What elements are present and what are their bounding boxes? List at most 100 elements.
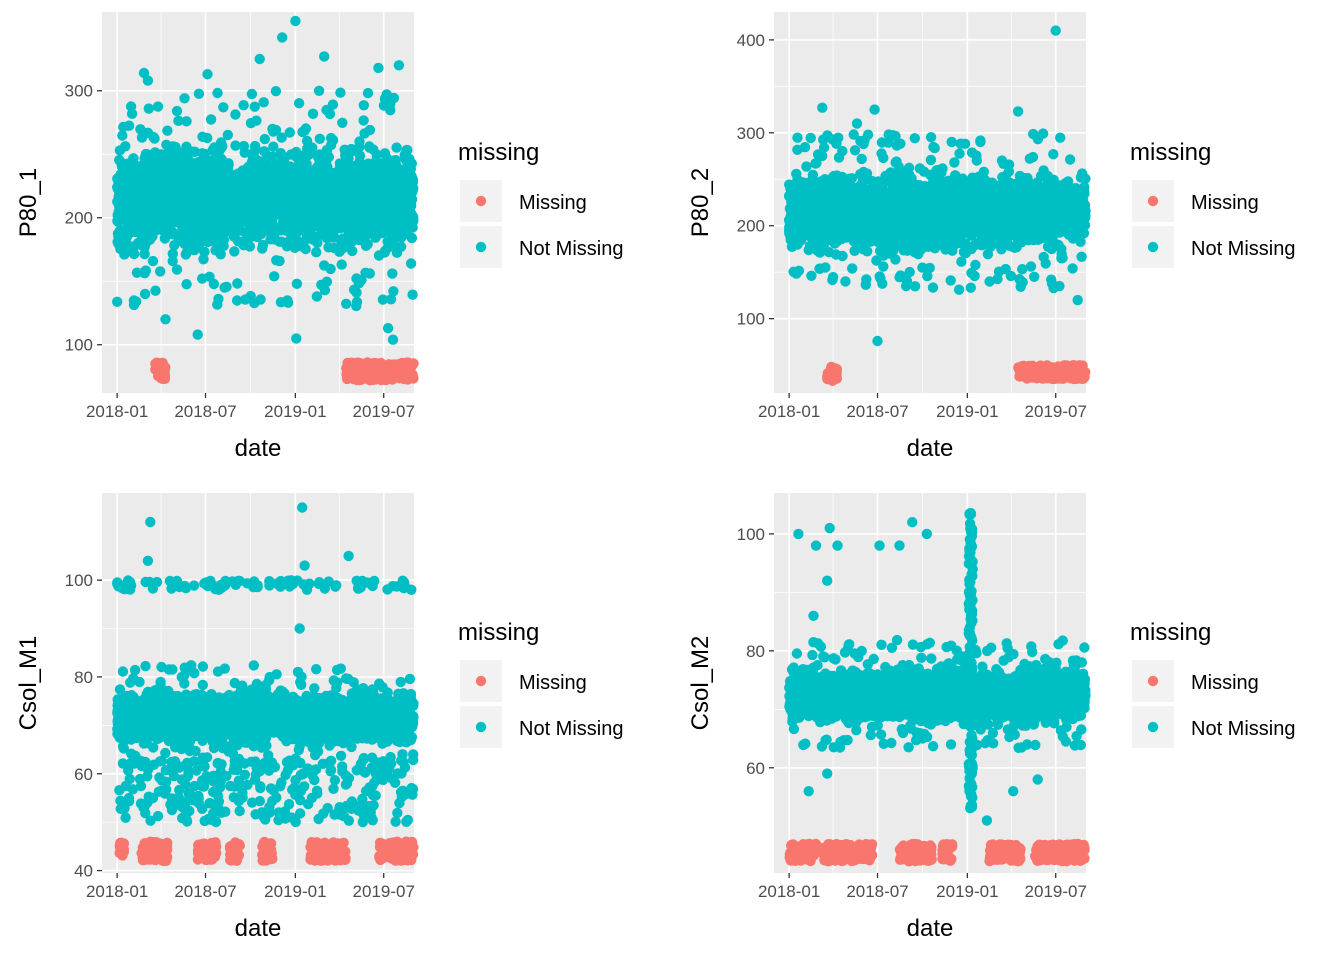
point-not-missing xyxy=(292,218,302,228)
point-not-missing xyxy=(321,105,331,115)
point-not-missing xyxy=(396,242,406,252)
point-not-missing xyxy=(343,153,353,163)
point-missing xyxy=(152,359,162,369)
point-not-missing xyxy=(115,145,125,155)
point-not-missing xyxy=(125,211,135,221)
point-not-missing xyxy=(323,242,333,252)
point-missing xyxy=(360,368,370,378)
point-not-missing xyxy=(315,230,325,240)
point-not-missing xyxy=(172,106,182,116)
point-not-missing xyxy=(315,134,325,144)
point-not-missing xyxy=(117,199,127,209)
y-axis-title: P80_1 xyxy=(15,168,42,237)
point-not-missing xyxy=(376,169,386,179)
point-not-missing-outlier xyxy=(290,16,300,26)
point-not-missing xyxy=(398,184,408,194)
point-not-missing xyxy=(256,214,266,224)
point-not-missing xyxy=(131,296,141,306)
point-not-missing-outlier xyxy=(143,75,153,85)
point-not-missing xyxy=(312,291,322,301)
point-not-missing xyxy=(190,147,200,157)
point-not-missing xyxy=(127,170,137,180)
x-tick-label: 2019-01 xyxy=(264,402,326,421)
point-not-missing xyxy=(301,244,311,254)
point-not-missing xyxy=(117,130,127,140)
x-tick-label: 2018-07 xyxy=(174,402,236,421)
point-not-missing xyxy=(218,102,228,112)
point-not-missing xyxy=(801,161,811,171)
point-not-missing xyxy=(142,220,152,230)
point-missing xyxy=(158,368,168,378)
point-not-missing xyxy=(380,148,390,158)
point-not-missing xyxy=(173,172,183,182)
point-not-missing xyxy=(187,190,197,200)
point-not-missing xyxy=(138,159,148,169)
point-not-missing xyxy=(247,89,257,99)
point-not-missing xyxy=(328,228,338,238)
point-not-missing xyxy=(245,217,255,227)
point-not-missing xyxy=(245,241,255,251)
point-not-missing xyxy=(269,271,279,281)
point-not-missing xyxy=(308,109,318,119)
point-not-missing-outlier xyxy=(373,63,383,73)
point-not-missing xyxy=(391,174,401,184)
point-not-missing xyxy=(302,143,312,153)
point-not-missing xyxy=(139,249,149,259)
point-not-missing xyxy=(319,260,329,270)
point-not-missing xyxy=(126,101,136,111)
point-not-missing xyxy=(268,152,278,162)
point-not-missing xyxy=(219,282,229,292)
point-not-missing xyxy=(148,256,158,266)
point-not-missing xyxy=(163,212,173,222)
point-not-missing-outlier xyxy=(394,60,404,70)
point-not-missing xyxy=(322,145,332,155)
point-not-missing xyxy=(824,247,834,257)
point-not-missing-outlier xyxy=(319,51,329,61)
point-not-missing-outlier xyxy=(388,335,398,345)
point-not-missing xyxy=(210,203,220,213)
point-not-missing xyxy=(277,132,287,142)
point-not-missing xyxy=(230,109,240,119)
point-not-missing xyxy=(283,298,293,308)
point-not-missing xyxy=(170,145,180,155)
point-not-missing xyxy=(360,268,370,278)
point-not-missing xyxy=(301,123,311,133)
point-not-missing xyxy=(181,279,191,289)
point-not-missing xyxy=(140,268,150,278)
point-not-missing xyxy=(250,141,260,151)
point-not-missing xyxy=(149,133,159,143)
point-not-missing xyxy=(169,240,179,250)
point-not-missing xyxy=(318,200,328,210)
point-not-missing xyxy=(402,205,412,215)
point-not-missing xyxy=(344,221,354,231)
point-not-missing xyxy=(363,199,373,209)
point-not-missing xyxy=(223,130,233,140)
point-not-missing xyxy=(378,158,388,168)
point-not-missing xyxy=(233,187,243,197)
point-not-missing xyxy=(400,165,410,175)
point-not-missing xyxy=(135,229,145,239)
point-not-missing xyxy=(144,103,154,113)
point-not-missing xyxy=(243,197,253,207)
point-not-missing xyxy=(285,174,295,184)
point-not-missing xyxy=(267,171,277,181)
point-not-missing xyxy=(223,161,233,171)
point-not-missing xyxy=(284,163,294,173)
point-missing xyxy=(375,372,385,382)
point-not-missing xyxy=(255,162,265,172)
point-not-missing xyxy=(351,287,361,297)
point-not-missing xyxy=(286,183,296,193)
point-not-missing xyxy=(132,186,142,196)
point-not-missing xyxy=(374,250,384,260)
point-not-missing xyxy=(351,191,361,201)
legend-key-missing xyxy=(476,196,486,206)
point-not-missing xyxy=(173,116,183,126)
point-not-missing xyxy=(243,162,253,172)
point-not-missing xyxy=(306,166,316,176)
point-not-missing xyxy=(354,221,364,231)
point-not-missing xyxy=(335,88,345,98)
point-not-missing xyxy=(337,118,347,128)
point-not-missing xyxy=(163,155,173,165)
point-not-missing xyxy=(407,290,417,300)
